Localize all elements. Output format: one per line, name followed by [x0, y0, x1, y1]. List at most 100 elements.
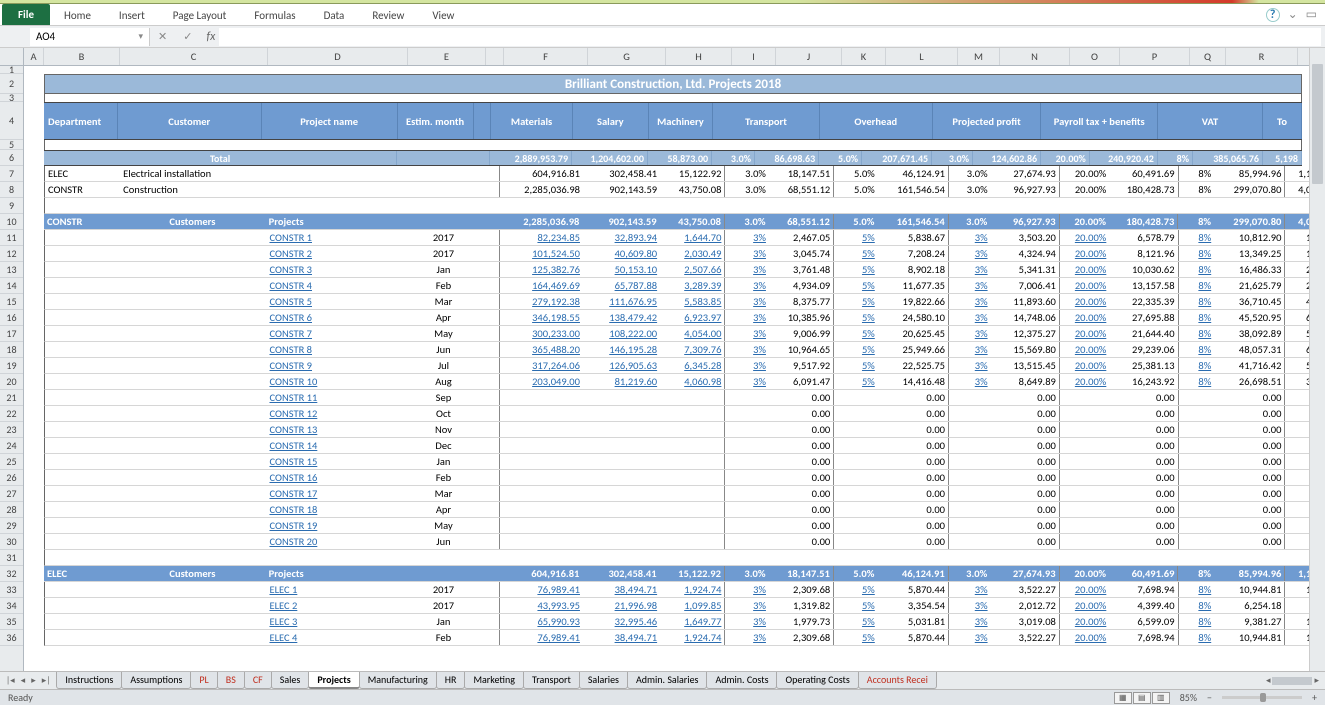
project-link[interactable]: CONSTR 4: [266, 278, 404, 293]
help-icon[interactable]: ?: [1266, 8, 1280, 22]
col-header-M[interactable]: M: [958, 48, 1000, 65]
row-header-20[interactable]: 20: [0, 374, 23, 390]
project-link[interactable]: ELEC 1: [266, 582, 404, 597]
vertical-scrollbar[interactable]: [1309, 48, 1325, 671]
ribbon-tab-home[interactable]: Home: [50, 6, 105, 25]
project-link[interactable]: CONSTR 19: [266, 518, 404, 533]
col-header-R[interactable]: R: [1226, 48, 1298, 65]
project-link[interactable]: CONSTR 7: [266, 326, 404, 341]
row-header-23[interactable]: 23: [0, 422, 23, 438]
tab-nav-prev-icon[interactable]: ◂: [19, 675, 28, 686]
row-header-21[interactable]: 21: [0, 390, 23, 406]
col-header-N[interactable]: N: [1000, 48, 1070, 65]
formula-input[interactable]: [219, 28, 1321, 46]
row-header-30[interactable]: 30: [0, 534, 23, 550]
sheet-tab-assumptions[interactable]: Assumptions: [121, 672, 191, 689]
row-header-31[interactable]: 31: [0, 550, 23, 566]
row-header-15[interactable]: 15: [0, 294, 23, 310]
row-header-9[interactable]: 9: [0, 198, 23, 214]
zoom-level[interactable]: 85%: [1180, 691, 1197, 704]
tab-scroll-right-icon[interactable]: ▸: [1314, 675, 1319, 686]
view-layout-icon[interactable]: ▤: [1133, 692, 1151, 704]
restore-window-icon[interactable]: ▭: [1306, 7, 1317, 22]
ribbon-tab-data[interactable]: Data: [310, 6, 359, 25]
row-header-34[interactable]: 34: [0, 598, 23, 614]
project-link[interactable]: CONSTR 13: [266, 422, 404, 437]
expand-ribbon-icon[interactable]: ⌄: [1288, 7, 1298, 22]
zoom-slider[interactable]: [1222, 696, 1302, 699]
row-header-7[interactable]: 7: [0, 166, 23, 182]
sheet-tab-sales[interactable]: Sales: [271, 672, 310, 689]
row-header-18[interactable]: 18: [0, 342, 23, 358]
row-header-5[interactable]: 5: [0, 140, 23, 150]
row-header-24[interactable]: 24: [0, 438, 23, 454]
sheet-tab-marketing[interactable]: Marketing: [464, 672, 524, 689]
project-link[interactable]: CONSTR 18: [266, 502, 404, 517]
row-header-22[interactable]: 22: [0, 406, 23, 422]
zoom-out-icon[interactable]: −: [1207, 691, 1212, 704]
project-link[interactable]: CONSTR 16: [266, 470, 404, 485]
scrollbar-thumb[interactable]: [1312, 64, 1323, 184]
hscroll-thumb[interactable]: [1272, 677, 1312, 685]
row-header-26[interactable]: 26: [0, 470, 23, 486]
sheet-tab-transport[interactable]: Transport: [523, 672, 580, 689]
zoom-in-icon[interactable]: +: [1312, 691, 1317, 704]
sheet-tab-admin--salaries[interactable]: Admin. Salaries: [627, 672, 708, 689]
row-header-36[interactable]: 36: [0, 630, 23, 646]
tab-nav-last-icon[interactable]: ▸|: [40, 675, 53, 686]
sheet-tab-accounts-recei[interactable]: Accounts Recei: [858, 672, 937, 689]
project-link[interactable]: CONSTR 15: [266, 454, 404, 469]
project-link[interactable]: CONSTR 20: [266, 534, 404, 549]
ribbon-tab-insert[interactable]: Insert: [105, 6, 159, 25]
sheet-tab-admin--costs[interactable]: Admin. Costs: [706, 672, 777, 689]
sheet-tab-operating-costs[interactable]: Operating Costs: [776, 672, 858, 689]
col-header-G[interactable]: G: [588, 48, 666, 65]
row-header-17[interactable]: 17: [0, 326, 23, 342]
project-link[interactable]: CONSTR 17: [266, 486, 404, 501]
ribbon-tab-file[interactable]: File: [2, 4, 50, 25]
project-link[interactable]: CONSTR 3: [266, 262, 404, 277]
sheet-tab-bs[interactable]: BS: [217, 672, 245, 689]
col-header-P[interactable]: P: [1120, 48, 1190, 65]
col-header-L[interactable]: L: [886, 48, 958, 65]
sheet-tab-projects[interactable]: Projects: [308, 672, 359, 689]
row-header-28[interactable]: 28: [0, 502, 23, 518]
row-header-19[interactable]: 19: [0, 358, 23, 374]
row-header-3[interactable]: 3: [0, 94, 23, 102]
row-header-16[interactable]: 16: [0, 310, 23, 326]
row-header-35[interactable]: 35: [0, 614, 23, 630]
row-header-33[interactable]: 33: [0, 582, 23, 598]
col-header-Q[interactable]: Q: [1190, 48, 1226, 65]
row-header-12[interactable]: 12: [0, 246, 23, 262]
project-link[interactable]: CONSTR 6: [266, 310, 404, 325]
sheet-tab-manufacturing[interactable]: Manufacturing: [359, 672, 437, 689]
col-header-E[interactable]: E: [408, 48, 486, 65]
ribbon-tab-formulas[interactable]: Formulas: [240, 6, 309, 25]
col-header-C[interactable]: C: [120, 48, 268, 65]
project-link[interactable]: CONSTR 12: [266, 406, 404, 421]
row-header-1[interactable]: 1: [0, 66, 23, 74]
project-link[interactable]: CONSTR 9: [266, 358, 404, 373]
ribbon-tab-review[interactable]: Review: [358, 6, 418, 25]
project-link[interactable]: CONSTR 1: [266, 230, 404, 245]
row-header-6[interactable]: 6: [0, 150, 23, 166]
project-link[interactable]: ELEC 2: [266, 598, 404, 613]
project-link[interactable]: CONSTR 5: [266, 294, 404, 309]
col-header-B[interactable]: B: [44, 48, 120, 65]
tab-nav-first-icon[interactable]: |◂: [4, 675, 17, 686]
view-normal-icon[interactable]: ▦: [1114, 692, 1132, 704]
ribbon-tab-page-layout[interactable]: Page Layout: [159, 6, 241, 25]
sheet-tab-cf[interactable]: CF: [244, 672, 272, 689]
col-header-F[interactable]: F: [504, 48, 588, 65]
sheet-tab-instructions[interactable]: Instructions: [56, 672, 122, 689]
spreadsheet-grid[interactable]: ABCDEFGHIJKLMNOPQR 123456789101112131415…: [0, 48, 1325, 674]
project-link[interactable]: CONSTR 14: [266, 438, 404, 453]
col-header-K[interactable]: K: [842, 48, 886, 65]
project-link[interactable]: CONSTR 11: [266, 390, 404, 405]
project-link[interactable]: CONSTR 2: [266, 246, 404, 261]
col-header-gap[interactable]: [486, 48, 504, 65]
row-header-32[interactable]: 32: [0, 566, 23, 582]
col-header-O[interactable]: O: [1070, 48, 1120, 65]
row-header-14[interactable]: 14: [0, 278, 23, 294]
row-header-29[interactable]: 29: [0, 518, 23, 534]
